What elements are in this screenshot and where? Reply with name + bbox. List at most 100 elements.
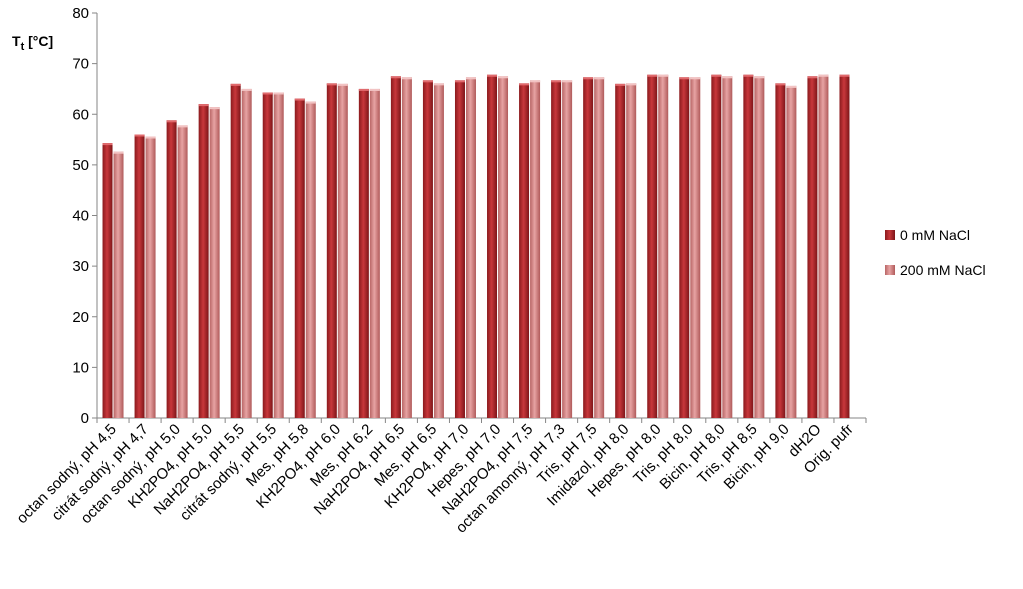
bar-0mM: [711, 74, 722, 418]
bar-0mM: [615, 83, 626, 418]
bar-cap: [273, 92, 284, 95]
bar-cap: [198, 104, 209, 107]
bar-200mM: [530, 80, 541, 419]
bar-200mM: [433, 83, 444, 419]
bar-cap: [422, 80, 433, 83]
bar-200mM: [498, 76, 509, 418]
bar-cap: [134, 134, 145, 137]
bar-cap: [177, 125, 188, 128]
bar-cap: [113, 151, 124, 154]
bar-0mM: [519, 83, 530, 419]
bar-200mM: [241, 88, 252, 418]
bar-cap: [679, 77, 690, 80]
legend-label: 200 mM NaCl: [900, 262, 986, 278]
bar-0mM: [647, 74, 658, 418]
bar-0mM: [583, 77, 594, 418]
bar-200mM: [690, 77, 701, 418]
y-tick-label: 0: [81, 410, 89, 427]
bar-cap: [839, 74, 850, 77]
bar-200mM: [305, 101, 316, 418]
bar-cap: [241, 88, 252, 91]
bar-cap: [390, 76, 401, 79]
bar-0mM: [551, 80, 562, 419]
bar-cap: [305, 101, 316, 104]
y-tick-label: 40: [72, 208, 89, 225]
bar-200mM: [754, 76, 765, 418]
bar-200mM: [273, 92, 284, 418]
bar-cap: [818, 74, 829, 77]
bar-200mM: [658, 74, 669, 418]
bar-cap: [562, 80, 573, 83]
bar-cap: [358, 88, 369, 91]
bar-cap: [102, 143, 113, 146]
y-tick-label: 50: [72, 157, 89, 174]
bar-cap: [551, 80, 562, 83]
y-tick-labels: 0 10 20 30 40 50 60 70 80: [72, 5, 89, 427]
bar-200mM: [401, 77, 412, 418]
bar-cap: [530, 80, 541, 83]
bar-0mM: [262, 92, 273, 418]
bar-cap: [690, 77, 701, 80]
bar-0mM: [198, 104, 209, 418]
bar-200mM: [594, 77, 605, 418]
bar-200mM: [465, 77, 476, 418]
bar-cap: [433, 83, 444, 86]
bar-cap: [401, 77, 412, 80]
bar-0mM: [134, 134, 145, 418]
bar-cap: [711, 74, 722, 77]
bar-200mM: [113, 151, 124, 418]
bar-cap: [487, 74, 498, 77]
bar-0mM: [743, 74, 754, 418]
bar-cap: [166, 120, 177, 123]
bar-0mM: [230, 83, 241, 418]
bar-0mM: [358, 88, 369, 418]
bar-cap: [337, 83, 348, 86]
bars: [102, 74, 850, 419]
bar-200mM: [209, 107, 220, 418]
bar-cap: [583, 77, 594, 80]
bar-0mM: [102, 143, 113, 418]
bar-cap: [465, 77, 476, 80]
bar-200mM: [786, 85, 797, 419]
bar-cap: [775, 83, 786, 86]
y-tick-label: 10: [72, 359, 89, 376]
legend: 0 mM NaCl 200 mM NaCl: [885, 227, 986, 278]
bar-cap: [807, 76, 818, 79]
bar-cap: [626, 83, 637, 86]
bar-0mM: [839, 74, 850, 418]
bar-200mM: [818, 74, 829, 418]
bar-0mM: [166, 120, 177, 418]
legend-label: 0 mM NaCl: [900, 227, 970, 243]
bar-cap: [209, 107, 220, 110]
bar-200mM: [337, 83, 348, 418]
bar-cap: [454, 80, 465, 83]
bar-200mM: [177, 125, 188, 418]
bar-cap: [230, 83, 241, 86]
bar-cap: [615, 83, 626, 86]
y-tick-label: 30: [72, 258, 89, 275]
legend-swatch: [885, 230, 895, 240]
bar-200mM: [145, 136, 156, 418]
bar-cap: [743, 74, 754, 77]
bar-cap: [786, 85, 797, 88]
bar-0mM: [679, 77, 690, 418]
bar-cap: [594, 77, 605, 80]
bar-cap: [326, 83, 337, 86]
bar-0mM: [775, 83, 786, 419]
bar-200mM: [562, 80, 573, 419]
bar-cap: [722, 76, 733, 79]
y-axis-label: Tt [°C]: [12, 33, 53, 53]
bar-0mM: [807, 76, 818, 418]
axes: [92, 12, 867, 423]
bar-0mM: [294, 98, 305, 419]
y-tick-label: 20: [72, 309, 89, 326]
bar-200mM: [369, 88, 380, 418]
bar-200mM: [722, 76, 733, 418]
bar-0mM: [422, 80, 433, 419]
bar-cap: [498, 76, 509, 79]
bar-0mM: [390, 76, 401, 418]
bar-0mM: [487, 74, 498, 418]
